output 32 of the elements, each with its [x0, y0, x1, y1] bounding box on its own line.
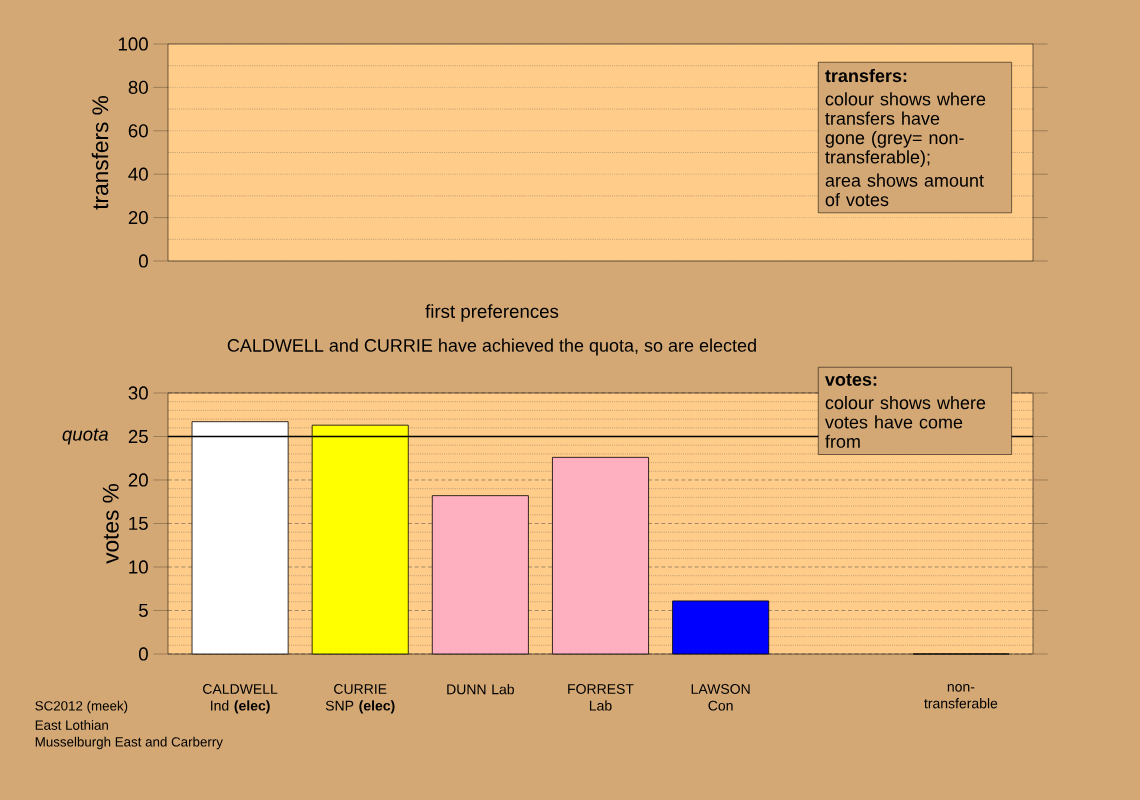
text: Musselburgh East and Carberry	[35, 736, 223, 750]
x-tick-label: CURRIE SNP (elec)	[325, 684, 395, 714]
y-tick-label: 25	[128, 429, 148, 444]
annotation: area shows amount of votes	[825, 173, 984, 207]
annotation: transfers:	[825, 68, 907, 83]
x-tick-label: non-transferable	[924, 684, 998, 709]
x-tick-label: CALDWELL Ind (elec)	[203, 684, 278, 714]
y-tick-label: 40	[128, 167, 148, 181]
y-tick-label: 100	[118, 37, 148, 51]
y-tick-label: 5	[139, 603, 148, 618]
y-axis-title: votes %	[102, 484, 119, 564]
y-axis-title: transfers %	[91, 96, 109, 210]
x-tick-label: DUNN Lab	[447, 684, 514, 695]
y-tick-label: 20	[128, 473, 148, 487]
x-tick-label: LAWSON Con	[691, 684, 750, 711]
text: votes:	[825, 373, 877, 386]
y-tick-label: 10	[129, 560, 148, 574]
y-tick-label: 80	[128, 80, 148, 95]
y-tick-label: 0	[138, 254, 148, 268]
annotation: colour shows where votes have come from	[825, 395, 986, 448]
y-tick-label: 20	[128, 210, 148, 225]
y-tick-label: 0	[138, 647, 148, 661]
y-tick-label: 30	[128, 386, 148, 400]
y-tick-label: 60	[128, 124, 148, 138]
y-tick-label: 15	[129, 516, 148, 531]
text: SC2012 (meek)	[35, 700, 128, 714]
annotation: colour shows where transfers have gone (grey= non-transferable);	[825, 92, 986, 168]
chart-title: first preferences	[425, 304, 559, 322]
ref-line-label: quota	[62, 428, 108, 445]
text: East Lothian	[35, 720, 108, 730]
x-tick-label: FORREST Lab	[568, 684, 634, 711]
chart-subtitle: CALDWELL and CURRIE have achieved the quota, so are elected	[227, 338, 756, 356]
